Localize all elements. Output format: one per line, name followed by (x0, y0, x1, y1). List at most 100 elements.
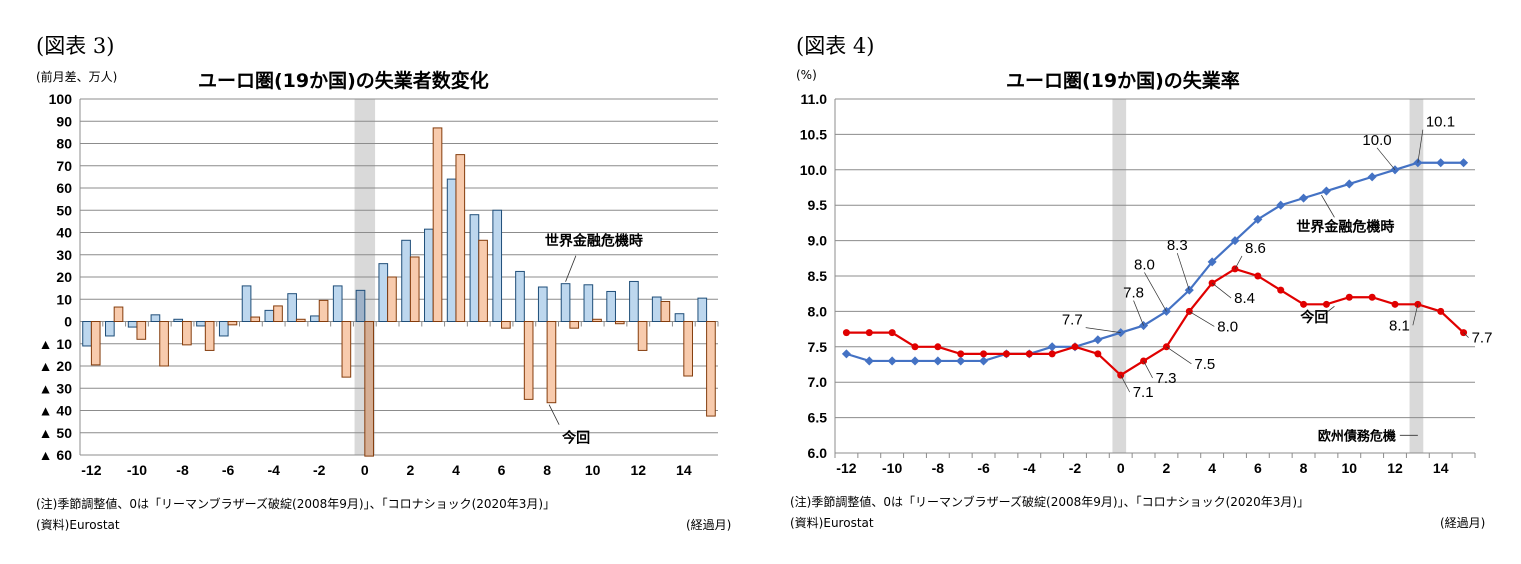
right-figure-label: (図表 4) (796, 34, 875, 58)
current-point-marker (1437, 307, 1445, 315)
right-x-tick-label: -12 (836, 460, 856, 476)
right-data-label-leader (1166, 346, 1192, 365)
left-y-tick-label: 30 (56, 247, 72, 263)
left-x-tick-label: 4 (452, 462, 460, 478)
left-x-tick-label: -12 (81, 462, 101, 478)
left-bar-current (364, 321, 374, 457)
right-x-tick-label: -8 (932, 460, 945, 476)
gfc-point-marker (887, 356, 897, 366)
left-x-tick-label: 0 (361, 462, 369, 478)
gfc-point-marker (933, 356, 943, 366)
right-y-tick-label: 6.0 (808, 445, 828, 461)
left-x-tick-label: -6 (222, 462, 235, 478)
current-point-marker (957, 350, 965, 358)
left-x-tick-label: 14 (676, 462, 692, 478)
right-data-label: 8.4 (1234, 290, 1255, 307)
right-line-current (846, 267, 1465, 377)
left-bar-gfc (560, 283, 571, 322)
current-point-marker (1071, 343, 1079, 351)
current-point-marker (1322, 300, 1330, 308)
gfc-point-marker (1299, 193, 1309, 203)
left-bar-current (295, 318, 306, 322)
right-data-label: 10.1 (1426, 114, 1455, 131)
left-bar-gfc (651, 296, 662, 322)
left-bar-gfc (583, 284, 594, 323)
gfc-point-marker (956, 356, 966, 366)
left-y-tick-label: ▲ 50 (39, 425, 73, 441)
left-bar-gfc (355, 289, 366, 323)
gfc-point-marker (1459, 158, 1469, 168)
left-x-tick-label: -8 (176, 462, 189, 478)
left-note: (注)季節調整値、0は「リーマンブラザーズ破綻(2008年9月)」、「コロナショ… (36, 497, 556, 511)
right-data-label-leader (1144, 272, 1167, 312)
left-bar-current (569, 321, 580, 329)
right-x-tick-label: -6 (977, 460, 990, 476)
gfc-point-marker (1344, 179, 1354, 189)
right-data-label: 7.5 (1194, 356, 1215, 373)
left-bar-gfc (264, 309, 275, 322)
current-point-marker (865, 329, 873, 337)
left-bar-gfc (241, 285, 252, 322)
right-annotation-arrow (1323, 306, 1335, 316)
left-bar-gfc (424, 228, 434, 323)
left-x-tick-label: 6 (498, 462, 506, 478)
right-y-tick-label: 8.5 (808, 268, 828, 284)
right-y-tick-label: 10.5 (800, 126, 827, 142)
left-bar-current (409, 256, 420, 323)
left-y-tick-label: 10 (56, 291, 72, 307)
left-bar-current (683, 321, 693, 377)
gfc-point-marker (1321, 186, 1331, 196)
left-x-unit: (経過月) (686, 518, 732, 532)
left-bar-current (455, 154, 466, 322)
right-data-label: 7.8 (1123, 285, 1144, 302)
right-data-label: 8.6 (1245, 240, 1266, 257)
left-figure-label: (図表 3) (36, 34, 115, 58)
left-y-unit: (前月差、万人) (36, 70, 118, 84)
current-point-marker (911, 343, 919, 351)
current-point-marker (1048, 350, 1056, 358)
right-y-tick-label: 11.0 (801, 91, 828, 107)
right-y-tick-label: 6.5 (808, 410, 828, 426)
right-note: (注)季節調整値、0は「リーマンブラザーズ破綻(2008年9月)」、「コロナショ… (790, 495, 1310, 509)
current-point-marker (1002, 350, 1010, 358)
right-x-tick-label: -4 (1023, 460, 1036, 476)
left-bar-current (387, 276, 397, 322)
left-bar-gfc (674, 313, 685, 322)
left-y-tick-label: ▲ 10 (39, 336, 73, 352)
gfc-point-marker (1390, 165, 1400, 175)
right-source: (資料)Eurostat (790, 516, 874, 530)
left-y-tick-label: ▲ 40 (39, 403, 73, 419)
right-data-label: 8.0 (1134, 256, 1155, 273)
right-y-tick-label: 9.5 (808, 197, 828, 213)
right-annotation-gfc: 世界金融危機時 (1296, 218, 1394, 234)
left-y-tick-label: 20 (56, 269, 72, 285)
left-bar-gfc (697, 297, 708, 323)
gfc-point-marker (1436, 158, 1446, 168)
right-annotation-arrow (1321, 194, 1335, 218)
gfc-point-marker (910, 356, 920, 366)
right-x-tick-label: 12 (1387, 460, 1403, 476)
current-point-marker (1025, 350, 1033, 358)
current-point-marker (1094, 350, 1102, 358)
current-point-marker (1391, 300, 1399, 308)
right-data-label-leader (1463, 332, 1469, 338)
left-bar-current (273, 305, 283, 322)
right-chart-title: ユーロ圏(19か国)の失業率 (1006, 70, 1240, 92)
current-point-marker (1368, 293, 1376, 301)
left-bar-gfc (537, 286, 548, 323)
left-x-tick-label: -10 (127, 462, 147, 478)
right-y-tick-label: 7.0 (808, 374, 828, 390)
right-data-label: 10.0 (1362, 132, 1391, 149)
left-bar-gfc (469, 214, 480, 322)
left-annotation-arrow (565, 255, 577, 282)
current-point-marker (1277, 286, 1285, 294)
left-bar-gfc (82, 321, 92, 347)
right-data-label-leader (1120, 374, 1131, 393)
left-bar-gfc (446, 178, 457, 322)
left-source: (資料)Eurostat (36, 518, 120, 532)
left-bar-gfc (492, 209, 503, 322)
gfc-point-marker (1047, 342, 1057, 352)
left-bar-current (341, 321, 352, 378)
left-bar-gfc (196, 321, 206, 327)
